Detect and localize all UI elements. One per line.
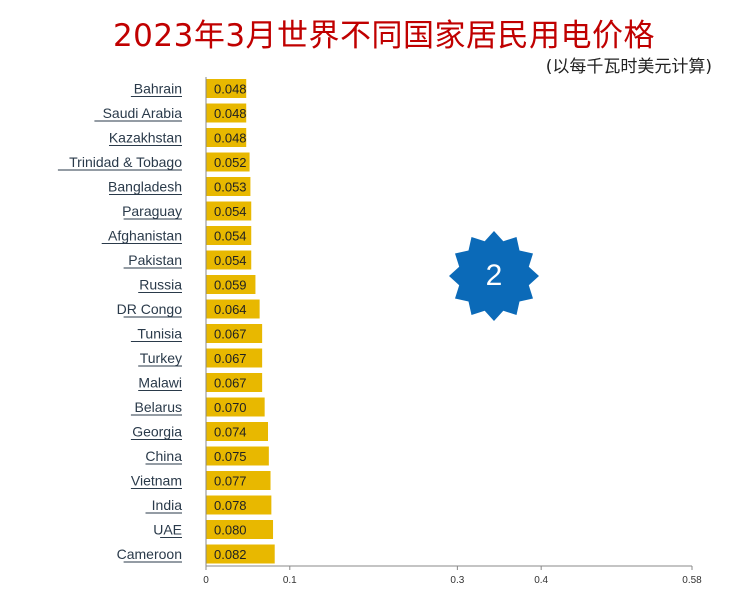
bar-dr-congo [206, 299, 260, 319]
bar-georgia [206, 422, 269, 441]
value-label-russia: 0.059 [214, 278, 247, 293]
category-label-india: India [152, 497, 183, 513]
value-label-trinidad-tobago: 0.052 [214, 155, 247, 170]
category-label-uae: UAE [153, 522, 182, 538]
bar-afghanistan [206, 226, 252, 245]
category-label-georgia: Georgia [132, 424, 182, 440]
category-label-dr-congo: DR Congo [117, 301, 183, 317]
badge-number: 2 [485, 259, 503, 292]
value-label-china: 0.075 [214, 449, 247, 464]
value-label-bahrain: 0.048 [214, 82, 247, 97]
value-label-saudi-arabia: 0.048 [214, 106, 247, 121]
category-label-russia: Russia [139, 277, 182, 293]
value-label-india: 0.078 [214, 498, 247, 513]
x-tick-label: 0.4 [534, 575, 548, 586]
value-label-afghanistan: 0.054 [214, 229, 247, 244]
bar-pakistan [206, 250, 252, 270]
value-label-bangladesh: 0.053 [214, 180, 247, 195]
bar-russia [206, 275, 256, 294]
category-label-pakistan: Pakistan [128, 252, 182, 268]
bars: 0.048 0.048 0.048 0.052 0.053 0.054 0.054 0.054… [206, 79, 275, 564]
bar-vietnam [206, 471, 271, 490]
bar-uae [206, 520, 274, 539]
value-label-cameroon: 0.082 [214, 547, 247, 562]
value-label-tunisia: 0.067 [214, 327, 247, 342]
value-label-kazakhstan: 0.048 [214, 131, 247, 146]
bar-bahrain [206, 79, 247, 98]
category-label-afghanistan: Afghanistan [108, 228, 182, 244]
bar-malawi [206, 373, 263, 392]
badge-shape [449, 231, 539, 321]
bar-bangladesh [206, 177, 251, 196]
category-label-bangladesh: Bangladesh [108, 179, 182, 195]
badge-starburst-icon [449, 231, 539, 321]
category-label-trinidad-tobago: Trinidad & Tobago [69, 154, 182, 170]
value-label-paraguay: 0.054 [214, 204, 247, 219]
category-label-china: China [145, 448, 182, 464]
chart-title: 2023年3月世界不同国家居民用电价格 [112, 18, 656, 54]
bar-trinidad-tobago [206, 152, 250, 172]
value-label-dr-congo: 0.064 [214, 302, 247, 317]
category-label-cameroon: Cameroon [117, 546, 182, 562]
x-tick-label: 0.3 [450, 575, 464, 586]
value-label-uae: 0.080 [214, 523, 247, 538]
value-label-vietnam: 0.077 [214, 474, 247, 489]
category-label-turkey: Turkey [140, 350, 182, 366]
x-tick-label: 0.1 [283, 575, 297, 586]
category-labels: Bahrain Saudi Arabia Kazakhstan Trinidad & … [57, 81, 183, 563]
category-label-tunisia: Tunisia [137, 326, 182, 342]
category-label-belarus: Belarus [135, 399, 182, 415]
bar-cameroon [206, 544, 275, 564]
x-tick-label: 0.58 [682, 575, 702, 586]
value-label-turkey: 0.067 [214, 351, 247, 366]
bar-saudi-arabia [206, 103, 247, 123]
category-label-bahrain: Bahrain [134, 81, 182, 97]
bar-kazakhstan [206, 128, 247, 147]
chart-subtitle: (以每千瓦时美元计算) [545, 57, 712, 77]
bar-india [206, 495, 272, 515]
value-label-georgia: 0.074 [214, 425, 247, 440]
value-label-pakistan: 0.054 [214, 253, 247, 268]
category-label-malawi: Malawi [138, 375, 182, 391]
category-label-vietnam: Vietnam [131, 473, 182, 489]
value-label-belarus: 0.070 [214, 400, 247, 415]
category-label-saudi-arabia: Saudi Arabia [103, 105, 183, 121]
category-label-kazakhstan: Kazakhstan [109, 130, 182, 146]
bar-turkey [206, 348, 263, 368]
category-label-paraguay: Paraguay [122, 203, 182, 219]
bar-paraguay [206, 201, 252, 221]
value-label-malawi: 0.067 [214, 376, 247, 391]
bar-tunisia [206, 324, 263, 343]
x-tick-label: 0 [203, 575, 209, 586]
bar-china [206, 446, 269, 466]
bar-belarus [206, 397, 265, 417]
x-axis: 0 0.1 0.3 0.4 0.58 [203, 77, 702, 586]
